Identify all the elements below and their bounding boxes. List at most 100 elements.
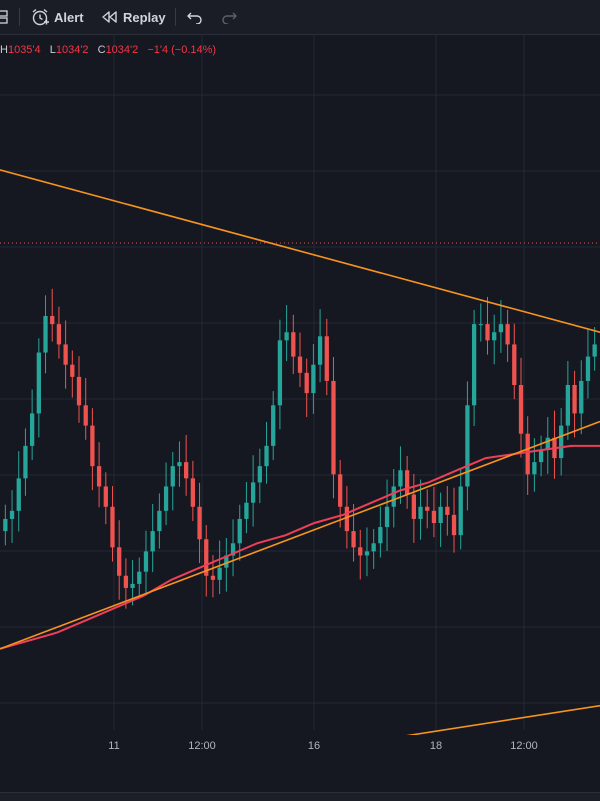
candle-body (271, 405, 276, 446)
candle-body (76, 376, 82, 406)
x-tick-label: 18 (429, 740, 443, 752)
candle-body (391, 486, 396, 507)
candle-body (137, 571, 142, 584)
candle-body (230, 543, 236, 556)
redo-icon (222, 12, 237, 24)
candle-body (344, 506, 350, 532)
candle-body (90, 425, 95, 467)
candle-body (177, 462, 182, 467)
candle-body (143, 551, 149, 572)
candle-body (50, 316, 55, 325)
chart-toolbar: Alert Replay (0, 0, 600, 35)
candle-body (244, 502, 249, 519)
candle-body (518, 385, 524, 434)
candle-body (351, 531, 356, 548)
candle-body (184, 462, 189, 479)
candle-body (478, 324, 483, 326)
candle-body (304, 372, 309, 394)
alarm-clock-icon (32, 8, 49, 26)
candle-body (532, 462, 537, 475)
candle-body (23, 445, 28, 479)
replay-label: Replay (123, 9, 166, 25)
layout-button[interactable] (0, 0, 10, 34)
close-value: 1034'2 (105, 44, 139, 56)
low-value: 1034'2 (55, 44, 89, 56)
candle-body (43, 316, 48, 353)
candle-body (250, 482, 256, 503)
candle-body (384, 506, 390, 528)
candle-body (559, 425, 564, 459)
candle-body (485, 324, 490, 341)
high-key: H (0, 44, 8, 56)
candle-body (498, 324, 504, 333)
candle-body (592, 344, 597, 357)
change-value: −1'4 (−0.14%) (147, 44, 217, 56)
candle-body (224, 555, 229, 568)
candle-body (237, 518, 242, 544)
candle-body (217, 567, 222, 580)
candle-body (418, 506, 423, 519)
candle-body (311, 364, 316, 394)
x-tick-label: 12:00 (188, 740, 216, 752)
candle-body (492, 332, 497, 341)
candle-body (451, 514, 457, 536)
candle-body (150, 531, 155, 552)
candle-body (331, 380, 336, 475)
trendline-lower (0, 420, 600, 650)
x-tick-label: 11 (108, 740, 120, 752)
candle-body (411, 494, 416, 519)
candle-body (63, 344, 68, 365)
candle-body (190, 478, 195, 507)
candle-body (371, 543, 376, 552)
redo-button[interactable] (220, 0, 238, 34)
candle-body (538, 449, 544, 463)
candle-body (317, 336, 323, 365)
candle-body (210, 575, 216, 580)
candle-body (257, 466, 262, 483)
toolbar-divider (19, 8, 20, 26)
time-axis[interactable]: 11 12:00 16 18 12:00 (0, 735, 600, 765)
candle-body (438, 506, 443, 523)
alert-button[interactable]: Alert (30, 0, 84, 34)
candle-body (117, 547, 122, 576)
candle-body (29, 413, 35, 446)
candle-body (585, 356, 591, 381)
candle-body (458, 486, 463, 536)
candle-body (163, 486, 169, 511)
bottom-panel-edge (0, 792, 600, 801)
candle-body (103, 486, 108, 507)
candle-body (364, 551, 370, 556)
candle-body (291, 332, 296, 357)
candle-body (36, 352, 41, 414)
candle-body (16, 478, 21, 511)
candle-body (431, 510, 437, 523)
candle-body (9, 510, 15, 519)
undo-icon (187, 12, 202, 24)
layout-icon (0, 10, 8, 24)
candle-body (204, 539, 209, 576)
replay-button[interactable]: Replay (101, 0, 166, 34)
candle-body (264, 445, 269, 467)
price-chart[interactable] (0, 35, 600, 735)
high-value: 1035'4 (7, 44, 41, 56)
trendline-bottom (406, 704, 600, 735)
undo-button[interactable] (186, 0, 204, 34)
candle-body (565, 385, 571, 426)
candle-body (277, 340, 283, 406)
candle-body (324, 336, 329, 381)
candle-body (579, 380, 584, 414)
candle-body (284, 332, 289, 341)
alert-label: Alert (54, 9, 84, 25)
candle-body (471, 324, 477, 406)
candle-body (398, 470, 403, 487)
low-key: L (49, 44, 56, 56)
trendline-upper (0, 169, 600, 334)
candle-body (512, 344, 517, 385)
x-tick-label: 12:00 (510, 740, 538, 752)
rewind-icon (102, 11, 117, 23)
candle-body (157, 510, 162, 532)
candle-body (505, 324, 510, 345)
close-key: C (97, 44, 106, 56)
candle-body (338, 474, 343, 507)
candle-body (70, 364, 75, 377)
